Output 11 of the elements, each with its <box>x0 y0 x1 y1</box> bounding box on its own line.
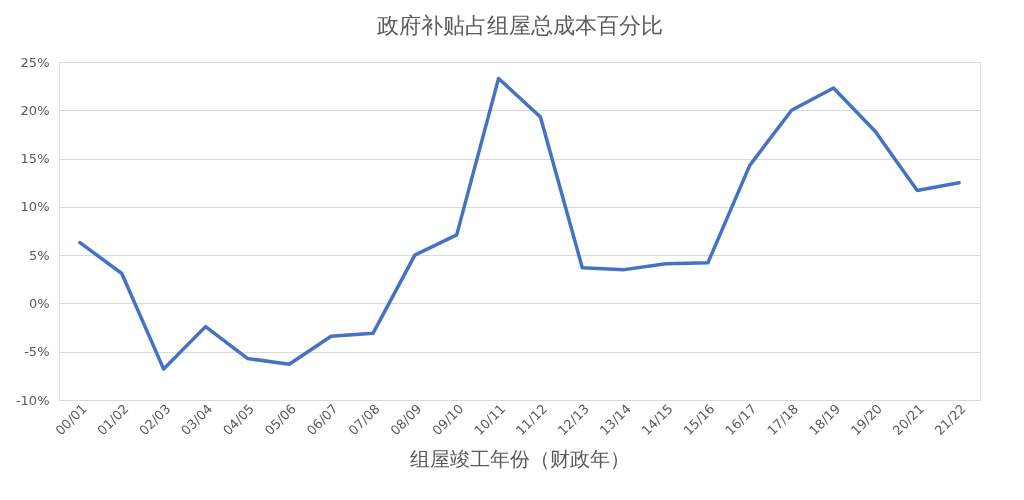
y-tick-label: -10% <box>15 392 50 408</box>
y-tick-label: 0% <box>28 295 50 311</box>
y-tick-label: 20% <box>20 102 50 118</box>
y-tick-label: 5% <box>28 247 50 263</box>
y-tick-label: 25% <box>20 54 50 70</box>
line-series <box>78 76 961 371</box>
y-tick-label: 10% <box>20 199 50 215</box>
y-tick-label: -5% <box>24 344 50 360</box>
y-tick-label: 15% <box>20 151 50 167</box>
x-axis-title: 组屋竣工年份（财政年） <box>410 447 630 472</box>
chart-title: 政府补贴占组屋总成本百分比 <box>376 13 663 38</box>
